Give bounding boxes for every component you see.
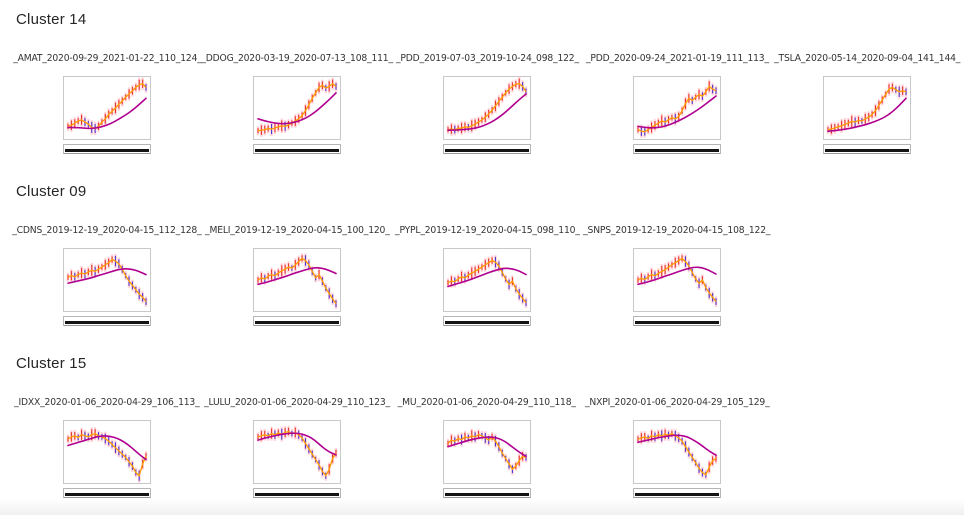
chart-thumbnail[interactable] [823,76,911,140]
chart-cell: _MELI_2019-12-19_2020-04-15_100_120_ [202,225,392,326]
sections: Cluster 14 _AMAT_2020-09-29_2021-01-22_11… [12,10,964,498]
range-slider-fill [65,149,149,152]
chart-label: _IDXX_2020-01-06_2020-04-29_106_113_ [14,397,200,408]
range-slider[interactable] [443,144,531,154]
candlestick-chart [826,81,908,136]
chart-thumbnail[interactable] [253,76,341,140]
range-slider-fill [635,321,719,324]
range-slider[interactable] [823,144,911,154]
chart-cell: _PYPL_2019-12-19_2020-04-15_098_110_ [392,225,582,326]
candlestick-chart [446,254,528,309]
range-slider[interactable] [633,488,721,498]
range-slider[interactable] [63,316,151,326]
chart-thumbnail[interactable] [253,420,341,484]
chart-label: _PYPL_2019-12-19_2020-04-15_098_110_ [394,225,580,236]
chart-cell: _DDOG_2020-03-19_2020-07-13_108_111_ [201,53,393,154]
cluster-section: Cluster 09 _CDNS_2019-12-19_2020-04-15_11… [12,182,964,326]
range-slider[interactable] [253,316,341,326]
chart-label: _SNPS_2019-12-19_2020-04-15_108_122_ [583,225,771,236]
range-slider-fill [445,321,529,324]
range-slider[interactable] [253,488,341,498]
range-slider-fill [255,321,339,324]
chart-label: _TSLA_2020-05-14_2020-09-04_141_144_ [773,53,961,64]
chart-label: _PDD_2019-07-03_2019-10-24_098_122_ [395,53,579,64]
range-slider-fill [255,493,339,496]
candlestick-chart [446,428,528,476]
cluster-title: Cluster 09 [16,183,87,200]
candlestick-chart [256,77,338,137]
chart-thumbnail[interactable] [633,420,721,484]
chart-cell: _LULU_2020-01-06_2020-04-29_110_123_ [202,397,392,498]
range-slider-fill [65,321,149,324]
chart-cell: _CDNS_2019-12-19_2020-04-15_112_128_ [12,225,202,326]
chart-thumbnail[interactable] [443,420,531,484]
range-slider[interactable] [443,488,531,498]
candlestick-chart [66,77,148,136]
cluster-section: Cluster 15 _IDXX_2020-01-06_2020-04-29_10… [12,354,964,498]
chart-thumbnail[interactable] [63,76,151,140]
candlestick-chart [636,427,718,480]
chart-label: _MU_2020-01-06_2020-04-29_110_118_ [397,397,577,408]
chart-label: _LULU_2020-01-06_2020-04-29_110_123_ [204,397,390,408]
cluster-title: Cluster 15 [16,355,87,372]
chart-thumbnail[interactable] [633,248,721,312]
range-slider-fill [445,493,529,496]
chart-row: _IDXX_2020-01-06_2020-04-29_106_113_ _LUL… [12,397,964,498]
range-slider-fill [825,149,909,152]
page-bottom-shadow [0,499,964,515]
range-slider[interactable] [63,488,151,498]
range-slider[interactable] [633,316,721,326]
chart-thumbnail[interactable] [633,76,721,140]
chart-label: _PDD_2020-09-24_2021-01-19_111_113_ [585,53,769,64]
chart-row: _CDNS_2019-12-19_2020-04-15_112_128_ _MEL… [12,225,964,326]
cluster-section: Cluster 14 _AMAT_2020-09-29_2021-01-22_11… [12,10,964,154]
range-slider[interactable] [633,144,721,154]
chart-label: _DDOG_2020-03-19_2020-07-13_108_111_ [201,53,393,64]
chart-cell: _AMAT_2020-09-29_2021-01-22_110_124_ [12,53,202,154]
chart-label: _NXPI_2020-01-06_2020-04-29_105_129_ [584,397,770,408]
candlestick-chart [636,253,718,308]
range-slider-fill [445,149,529,152]
chart-cell: _PDD_2020-09-24_2021-01-19_111_113_ [582,53,772,154]
chart-cell: _TSLA_2020-05-14_2020-09-04_141_144_ [772,53,962,154]
chart-cell: _NXPI_2020-01-06_2020-04-29_105_129_ [582,397,772,498]
chart-cell: _PDD_2019-07-03_2019-10-24_098_122_ [392,53,582,154]
chart-thumbnail[interactable] [443,76,531,140]
candlestick-chart [256,253,338,310]
candlestick-chart [66,426,148,483]
cluster-gallery-page: Cluster 14 _AMAT_2020-09-29_2021-01-22_11… [12,10,964,498]
chart-thumbnail[interactable] [443,248,531,312]
chart-label: _CDNS_2019-12-19_2020-04-15_112_128_ [12,225,202,236]
chart-cell: _IDXX_2020-01-06_2020-04-29_106_113_ [12,397,202,498]
chart-cell: _SNPS_2019-12-19_2020-04-15_108_122_ [582,225,772,326]
candlestick-chart [446,77,528,136]
range-slider-fill [635,493,719,496]
chart-label: _MELI_2019-12-19_2020-04-15_100_120_ [204,225,390,236]
chart-thumbnail[interactable] [63,420,151,484]
range-slider[interactable] [63,144,151,154]
candlestick-chart [636,79,718,139]
chart-thumbnail[interactable] [253,248,341,312]
range-slider[interactable] [253,144,341,154]
range-slider-fill [65,493,149,496]
chart-thumbnail[interactable] [63,248,151,312]
range-slider[interactable] [443,316,531,326]
candlestick-chart [256,425,338,481]
cluster-title: Cluster 14 [16,11,87,28]
candlestick-chart [66,253,148,308]
range-slider-fill [635,149,719,152]
chart-row: _AMAT_2020-09-29_2021-01-22_110_124_ _DDO… [12,53,964,154]
chart-cell: _MU_2020-01-06_2020-04-29_110_118_ [392,397,582,498]
range-slider-fill [255,149,339,152]
chart-label: _AMAT_2020-09-29_2021-01-22_110_124_ [12,53,202,64]
